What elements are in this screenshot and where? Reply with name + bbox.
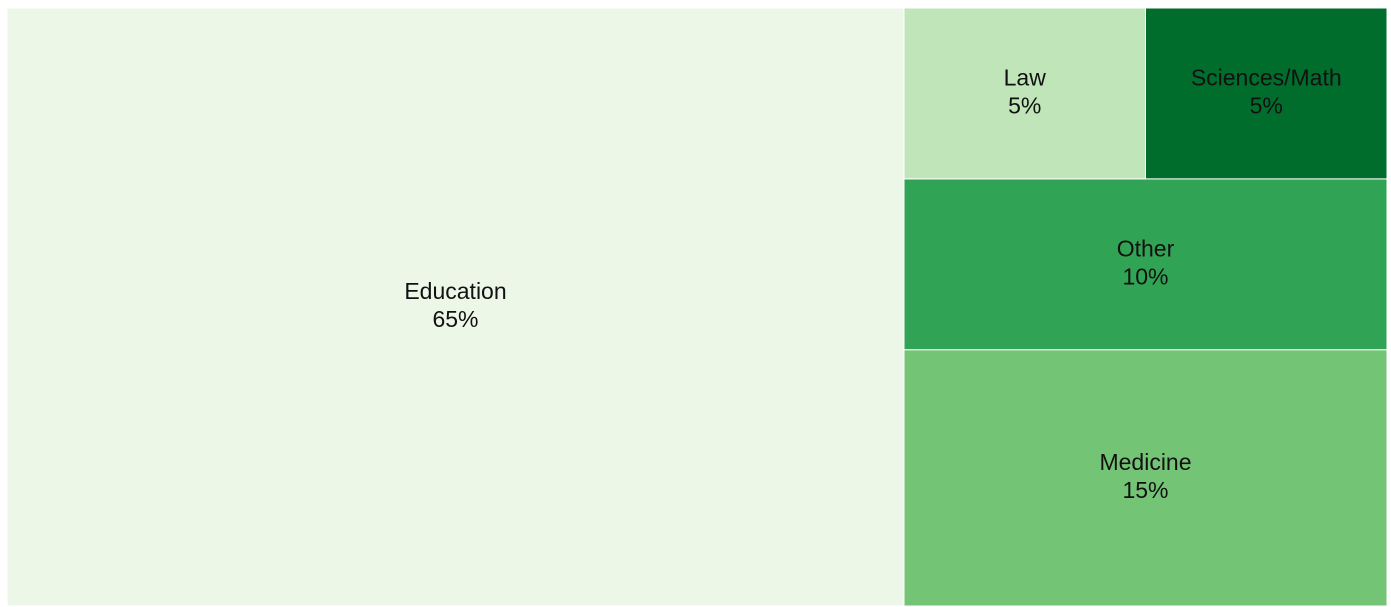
tile-value: 15% <box>1122 477 1168 503</box>
tile-value: 5% <box>1008 93 1041 119</box>
tile-value: 10% <box>1122 263 1168 289</box>
tile-value: 5% <box>1250 93 1283 119</box>
treemap-tile <box>903 7 1146 180</box>
treemap-tile <box>6 7 905 607</box>
tile-value: 65% <box>432 306 478 332</box>
treemap-tile <box>903 178 1388 351</box>
tile-label: Medicine <box>1099 449 1191 475</box>
tile-label: Education <box>404 278 506 304</box>
treemap-tile <box>1145 7 1388 180</box>
tile-label: Law <box>1004 65 1047 91</box>
tile-label: Other <box>1117 235 1175 261</box>
tile-label: Sciences/Math <box>1191 65 1342 91</box>
